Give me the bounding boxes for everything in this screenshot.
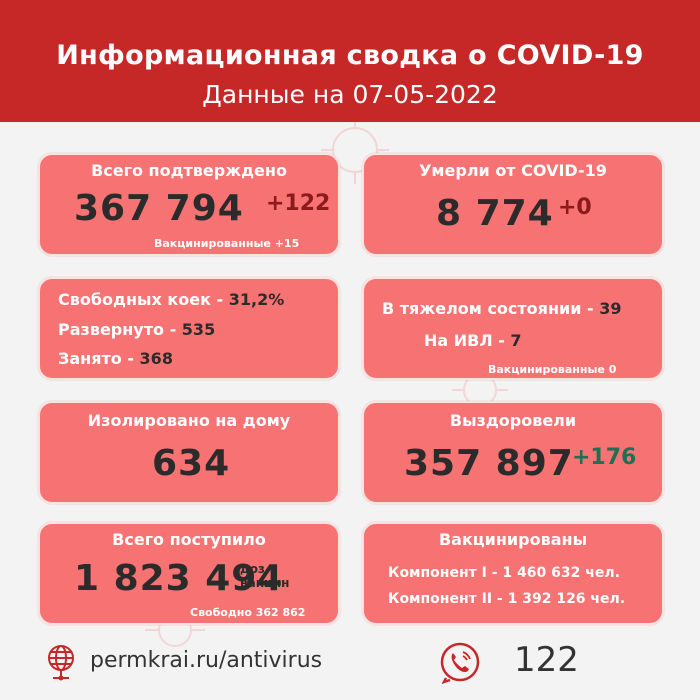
- ventilator-label: На ИВЛ -: [424, 331, 505, 350]
- received-card: Всего поступило 1 823 494 доз вакцин Сво…: [38, 522, 340, 625]
- vaccinated-title: Вакцинированы: [438, 530, 588, 549]
- globe-icon: [48, 645, 74, 681]
- phone-icon: [440, 642, 480, 684]
- component1-label: Компонент I -: [388, 565, 498, 581]
- deaths-delta: +0: [558, 195, 592, 220]
- beds-free-value: 31,2%: [228, 290, 285, 309]
- beds-occupied-label: Занято -: [58, 349, 134, 368]
- component2-label: Компонент II -: [388, 591, 503, 607]
- page-title: Информационная сводка о COVID-19: [56, 40, 644, 71]
- ventilator-line: На ИВЛ - 7: [424, 331, 522, 350]
- beds-deployed-label: Развернуто -: [58, 320, 177, 339]
- deaths-value: 8 774: [436, 193, 554, 234]
- isolated-title: Изолировано на дому: [87, 411, 291, 430]
- beds-free-line: Свободных коек - 31,2%: [58, 290, 284, 309]
- website-link[interactable]: permkrai.ru/antivirus: [90, 648, 323, 673]
- beds-occupied-value: 368: [139, 349, 173, 368]
- component2-line: Компонент II - 1 392 126 чел.: [388, 591, 625, 607]
- recovered-delta: +176: [572, 445, 637, 470]
- recovered-title: Выздоровели: [449, 411, 577, 430]
- beds-free-label: Свободных коек -: [58, 290, 224, 309]
- severe-line: В тяжелом состоянии - 39: [382, 299, 621, 318]
- received-title: Всего поступило: [112, 530, 266, 549]
- confirmed-card: Всего подтверждено 367 794 +122 Вакцинир…: [38, 153, 340, 256]
- beds-card: Свободных коек - 31,2% Развернуто - 535 …: [38, 277, 340, 380]
- deaths-card: Умерли от COVID-19 8 774 +0: [362, 153, 664, 256]
- isolated-card: Изолировано на дому 634: [38, 401, 340, 504]
- ventilator-value: 7: [510, 331, 522, 350]
- recovered-value: 357 897: [404, 443, 574, 484]
- recovered-card: Выздоровели 357 897 +176: [362, 401, 664, 504]
- deaths-title: Умерли от COVID-19: [419, 161, 607, 180]
- confirmed-value: 367 794: [74, 188, 244, 229]
- received-free-note: Свободно 362 862: [190, 606, 306, 619]
- confirmed-vaccinated-note: Вакцинированные +15: [154, 237, 300, 250]
- header-banner: Информационная сводка о COVID-19 Данные …: [0, 0, 700, 122]
- vaccinated-card: Вакцинированы Компонент I - 1 460 632 че…: [362, 522, 664, 625]
- received-value: 1 823 494: [74, 558, 284, 599]
- severe-label: В тяжелом состоянии -: [382, 299, 594, 318]
- beds-occupied-line: Занято - 368: [58, 349, 173, 368]
- component1-value: 1 460 632 чел.: [502, 565, 620, 581]
- severe-vaccinated-note: Вакцинированные 0: [488, 363, 617, 376]
- confirmed-title: Всего подтверждено: [91, 161, 287, 180]
- confirmed-delta: +122: [266, 191, 331, 216]
- hotline-number[interactable]: 122: [514, 640, 579, 680]
- beds-deployed-value: 535: [181, 320, 216, 339]
- component2-value: 1 392 126 чел.: [507, 591, 626, 607]
- severe-value: 39: [599, 299, 622, 318]
- isolated-value: 634: [152, 443, 231, 484]
- component1-line: Компонент I - 1 460 632 чел.: [388, 565, 620, 581]
- received-unit-line2: вакцин: [240, 576, 290, 590]
- date-subtitle: Данные на 07-05-2022: [202, 80, 498, 109]
- received-unit-line1: доз: [240, 562, 265, 576]
- severe-card: В тяжелом состоянии - 39 На ИВЛ - 7 Вакц…: [362, 277, 664, 380]
- beds-deployed-line: Развернуто - 535: [58, 320, 215, 339]
